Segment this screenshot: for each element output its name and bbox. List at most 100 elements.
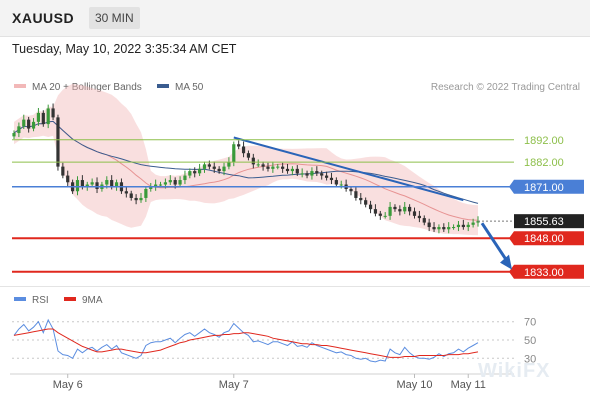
legend-label: 9MA bbox=[82, 295, 103, 306]
candle-body bbox=[95, 182, 99, 189]
bollinger-band bbox=[14, 83, 478, 236]
candle-body bbox=[75, 180, 80, 192]
candle-body bbox=[46, 108, 50, 125]
candle-body bbox=[320, 173, 324, 176]
candle-body bbox=[124, 191, 128, 194]
candle-body bbox=[31, 121, 36, 129]
timestamp: Tuesday, May 10, 2022 3:35:34 AM CET bbox=[12, 42, 237, 56]
rsi-tick-label: 30 bbox=[524, 353, 536, 365]
candle-body bbox=[261, 164, 265, 167]
candle-body bbox=[139, 197, 143, 201]
legend-label: MA 20 + Bollinger Bands bbox=[32, 82, 142, 93]
candle-body bbox=[403, 206, 407, 212]
candle-body bbox=[300, 173, 304, 175]
candle-body bbox=[388, 206, 392, 216]
candle-body bbox=[466, 224, 470, 228]
candle-body bbox=[329, 177, 334, 181]
level-label: 1871.00 bbox=[524, 182, 564, 194]
candle-body bbox=[241, 146, 246, 154]
legend-label: RSI bbox=[32, 295, 49, 306]
candle-body bbox=[149, 186, 153, 189]
candle-body bbox=[334, 180, 338, 185]
rsi-ma-line bbox=[13, 328, 479, 358]
candle-body bbox=[183, 175, 187, 181]
level-label: 1892.00 bbox=[524, 135, 564, 147]
candle-body bbox=[417, 215, 421, 219]
candle-body bbox=[144, 189, 148, 198]
legend-label: MA 50 bbox=[175, 82, 204, 93]
candle-body bbox=[339, 184, 343, 186]
top-bar: XAUUSD 30 MIN bbox=[0, 0, 590, 37]
legend-swatch bbox=[64, 297, 76, 302]
candle-body bbox=[393, 206, 397, 210]
price-pane: 1892.00 1882.00 1871.00 1855.63 1848.00 1833.… bbox=[12, 83, 584, 279]
candle-body bbox=[168, 180, 172, 183]
candle-body bbox=[290, 168, 294, 172]
pane-separator bbox=[0, 286, 590, 287]
symbol-label: XAUUSD bbox=[12, 10, 75, 26]
legend-ma20-bollinger: MA 20 + Bollinger Bands bbox=[14, 82, 142, 93]
candle-body bbox=[36, 112, 41, 122]
legend-swatch bbox=[157, 84, 169, 89]
candle-body bbox=[310, 171, 314, 176]
trend-line bbox=[233, 136, 464, 202]
candle-body bbox=[471, 222, 475, 225]
candle-body bbox=[173, 180, 177, 185]
rsi-tick-label: 70 bbox=[524, 317, 536, 329]
candle-body bbox=[324, 175, 329, 178]
candle-body bbox=[188, 171, 192, 176]
candle-body bbox=[246, 153, 251, 158]
candle-body bbox=[368, 204, 373, 210]
candle-body bbox=[281, 166, 285, 169]
candle-body bbox=[178, 180, 182, 185]
candle-body bbox=[373, 209, 378, 214]
candle-body bbox=[442, 227, 446, 230]
candle-body bbox=[129, 193, 133, 198]
legend-swatch bbox=[14, 84, 26, 89]
candle-body bbox=[456, 224, 461, 228]
candle-body bbox=[349, 189, 353, 192]
candle-body bbox=[315, 171, 319, 174]
candle-body bbox=[422, 218, 426, 223]
candle-body bbox=[398, 209, 402, 212]
candle-body bbox=[354, 191, 358, 198]
level-tag bbox=[514, 214, 584, 229]
legend-ma50: MA 50 bbox=[157, 82, 203, 93]
candle-body bbox=[41, 112, 45, 125]
candle-body bbox=[476, 221, 480, 223]
candle-body bbox=[154, 184, 158, 187]
level-label: 1855.63 bbox=[524, 216, 564, 228]
candle-body bbox=[408, 206, 412, 212]
candle-body bbox=[222, 166, 226, 172]
candle-body bbox=[17, 126, 21, 134]
level-label: 1882.00 bbox=[524, 157, 564, 169]
candle-body bbox=[232, 144, 236, 163]
candle-body bbox=[158, 184, 163, 186]
candle-body bbox=[51, 108, 55, 118]
candle-body bbox=[271, 166, 275, 169]
time-tick-label: May 6 bbox=[53, 379, 83, 391]
candle-body bbox=[90, 182, 94, 185]
level-label: 1848.00 bbox=[524, 233, 564, 245]
candle-body bbox=[207, 164, 211, 167]
candle-body bbox=[193, 171, 197, 174]
candle-body bbox=[383, 215, 387, 217]
candle-body bbox=[80, 180, 84, 187]
candle-body bbox=[412, 211, 417, 216]
level-tag bbox=[509, 231, 584, 246]
candle-body bbox=[266, 166, 270, 169]
candle-body bbox=[110, 180, 114, 187]
candle-body bbox=[295, 168, 299, 174]
candle-body bbox=[114, 182, 119, 187]
timeframe-button[interactable]: 30 MIN bbox=[89, 7, 140, 29]
candle-body bbox=[202, 164, 207, 169]
candle-body bbox=[437, 227, 441, 230]
level-label: 1833.00 bbox=[524, 267, 564, 279]
rsi-pane: 70 50 30 bbox=[12, 317, 536, 365]
watermark: WikiFX bbox=[478, 360, 551, 382]
candle-body bbox=[359, 197, 363, 201]
candle-body bbox=[364, 200, 368, 205]
candle-body bbox=[427, 222, 431, 228]
candle-body bbox=[237, 144, 241, 147]
